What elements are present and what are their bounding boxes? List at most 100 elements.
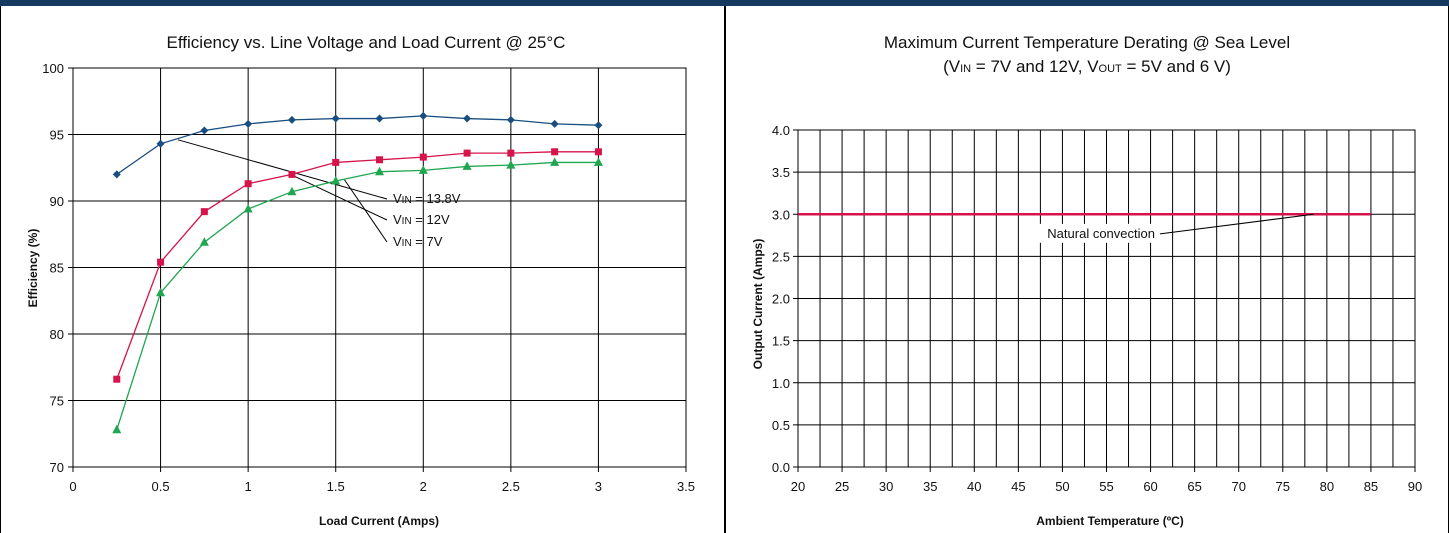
data-point-triangle <box>199 237 209 246</box>
x-tick-labels: 20 25 30 35 40 45 50 55 60 65 70 75 80 85 90 <box>791 479 1422 494</box>
data-point-diamond <box>594 121 603 130</box>
chart-title: Maximum Current Temperature Derating @ S… <box>884 33 1290 52</box>
y-tick-labels: 0.0 0.5 1.0 1.5 2.0 2.5 3.0 3.5 4.0 <box>772 123 790 475</box>
x-tick-label: 40 <box>967 479 981 494</box>
data-point-triangle <box>418 165 428 174</box>
data-point-diamond <box>244 119 253 128</box>
series-label-background <box>1027 223 1158 243</box>
data-point-diamond <box>550 119 559 128</box>
data-point-square <box>113 375 121 383</box>
callout-leader <box>291 174 388 221</box>
data-point-diamond <box>331 114 340 123</box>
y-tick-label: 4.0 <box>772 123 790 138</box>
x-tick-label: 80 <box>1320 479 1334 494</box>
x-tick-label: 35 <box>923 479 937 494</box>
series-label: VIN = 12V <box>393 212 450 227</box>
x-tick-label: 0.5 <box>152 479 170 494</box>
series-label: VIN = 7V <box>393 234 443 249</box>
y-tick-label: 0.5 <box>772 418 790 433</box>
plot-frame <box>72 67 687 468</box>
data-point-diamond <box>287 115 296 124</box>
y-tick-label: 1.0 <box>772 376 790 391</box>
data-point-square <box>157 258 165 266</box>
series-group <box>112 111 603 434</box>
data-point-square <box>551 148 559 156</box>
efficiency-chart: Efficiency vs. Line Voltage and Load Cur… <box>26 33 695 528</box>
series-line <box>116 115 599 175</box>
y-tick-label: 3.0 <box>772 207 790 222</box>
y-tick-label: 75 <box>50 394 64 409</box>
series-line <box>116 161 599 430</box>
data-point-triangle <box>375 166 384 176</box>
data-point-triangle <box>462 161 472 170</box>
x-tick-label: 0 <box>69 479 76 494</box>
data-point-diamond <box>506 115 515 124</box>
data-point-triangle <box>506 160 516 169</box>
y-tick-label: 2.0 <box>772 292 790 307</box>
data-point-square <box>376 156 383 164</box>
y-tick-label: 1.5 <box>772 334 790 349</box>
y-tick-labels: 70 75 80 85 90 95 100 <box>42 61 64 475</box>
x-tick-label: 3 <box>595 479 602 494</box>
y-axis-label: Efficiency (%) <box>26 229 40 308</box>
chart-title: Efficiency vs. Line Voltage and Load Cur… <box>167 33 566 52</box>
x-tick-label: 90 <box>1408 479 1422 494</box>
data-point-diamond <box>419 111 428 120</box>
data-point-triangle <box>112 424 122 434</box>
callout-leader <box>1159 213 1314 235</box>
series-label: VIN = 13.8V <box>393 191 461 206</box>
plot-frame <box>797 129 1416 468</box>
x-tick-label: 85 <box>1364 479 1378 494</box>
y-tick-label: 70 <box>50 460 64 475</box>
grid <box>68 67 687 472</box>
y-tick-label: 3.5 <box>772 165 790 180</box>
data-point-square <box>463 149 471 157</box>
x-tick-labels: 0 0.5 1 1.5 2 2.5 3 3.5 <box>69 479 695 494</box>
x-tick-label: 45 <box>1011 479 1025 494</box>
y-tick-label: 95 <box>50 128 64 143</box>
data-point-square <box>288 170 296 178</box>
x-tick-label: 3.5 <box>677 479 695 494</box>
data-point-square <box>419 153 427 161</box>
x-tick-label: 55 <box>1099 479 1113 494</box>
data-point-diamond <box>200 126 209 135</box>
data-point-diamond <box>112 170 121 179</box>
y-tick-label: 90 <box>50 194 64 209</box>
x-axis-label: Load Current (Amps) <box>319 514 439 528</box>
x-tick-label: 70 <box>1231 479 1245 494</box>
x-tick-label: 20 <box>791 479 805 494</box>
y-tick-label: 80 <box>50 327 64 342</box>
y-tick-label: 85 <box>50 261 64 276</box>
data-point-square <box>332 158 340 166</box>
data-point-diamond <box>375 114 384 123</box>
x-tick-label: 60 <box>1143 479 1157 494</box>
y-axis-label: Output Current (Amps) <box>751 239 765 370</box>
derating-chart: Maximum Current Temperature Derating @ S… <box>751 33 1422 528</box>
efficiency-chart-panel: Efficiency vs. Line Voltage and Load Cur… <box>0 6 726 533</box>
x-tick-label: 2.5 <box>502 479 520 494</box>
callout-leader <box>177 139 388 200</box>
data-point-triangle <box>331 176 341 185</box>
data-point-diamond <box>463 114 472 123</box>
derating-chart-panel: Maximum Current Temperature Derating @ S… <box>726 6 1449 533</box>
top-border-bar <box>0 0 1449 6</box>
series-callouts: Natural convection <box>1027 213 1314 243</box>
series-callouts: VIN = 13.8V VIN = 12V VIN = 7V <box>177 139 461 249</box>
data-point-triangle <box>243 203 253 213</box>
data-point-triangle <box>156 287 166 297</box>
data-point-triangle <box>550 157 560 166</box>
data-point-square <box>594 148 602 156</box>
y-tick-label: 0.0 <box>772 460 790 475</box>
x-tick-label: 1.5 <box>327 479 345 494</box>
series-line <box>116 151 599 380</box>
x-tick-label: 25 <box>835 479 849 494</box>
callout-leader <box>344 179 388 243</box>
y-tick-label: 100 <box>42 61 64 76</box>
grid <box>793 129 1416 472</box>
x-tick-label: 1 <box>245 479 252 494</box>
data-point-triangle <box>593 157 603 166</box>
data-point-square <box>200 208 208 216</box>
series-label: Natural convection <box>1047 226 1155 241</box>
y-tick-label: 2.5 <box>772 249 790 264</box>
data-point-square <box>244 180 252 188</box>
